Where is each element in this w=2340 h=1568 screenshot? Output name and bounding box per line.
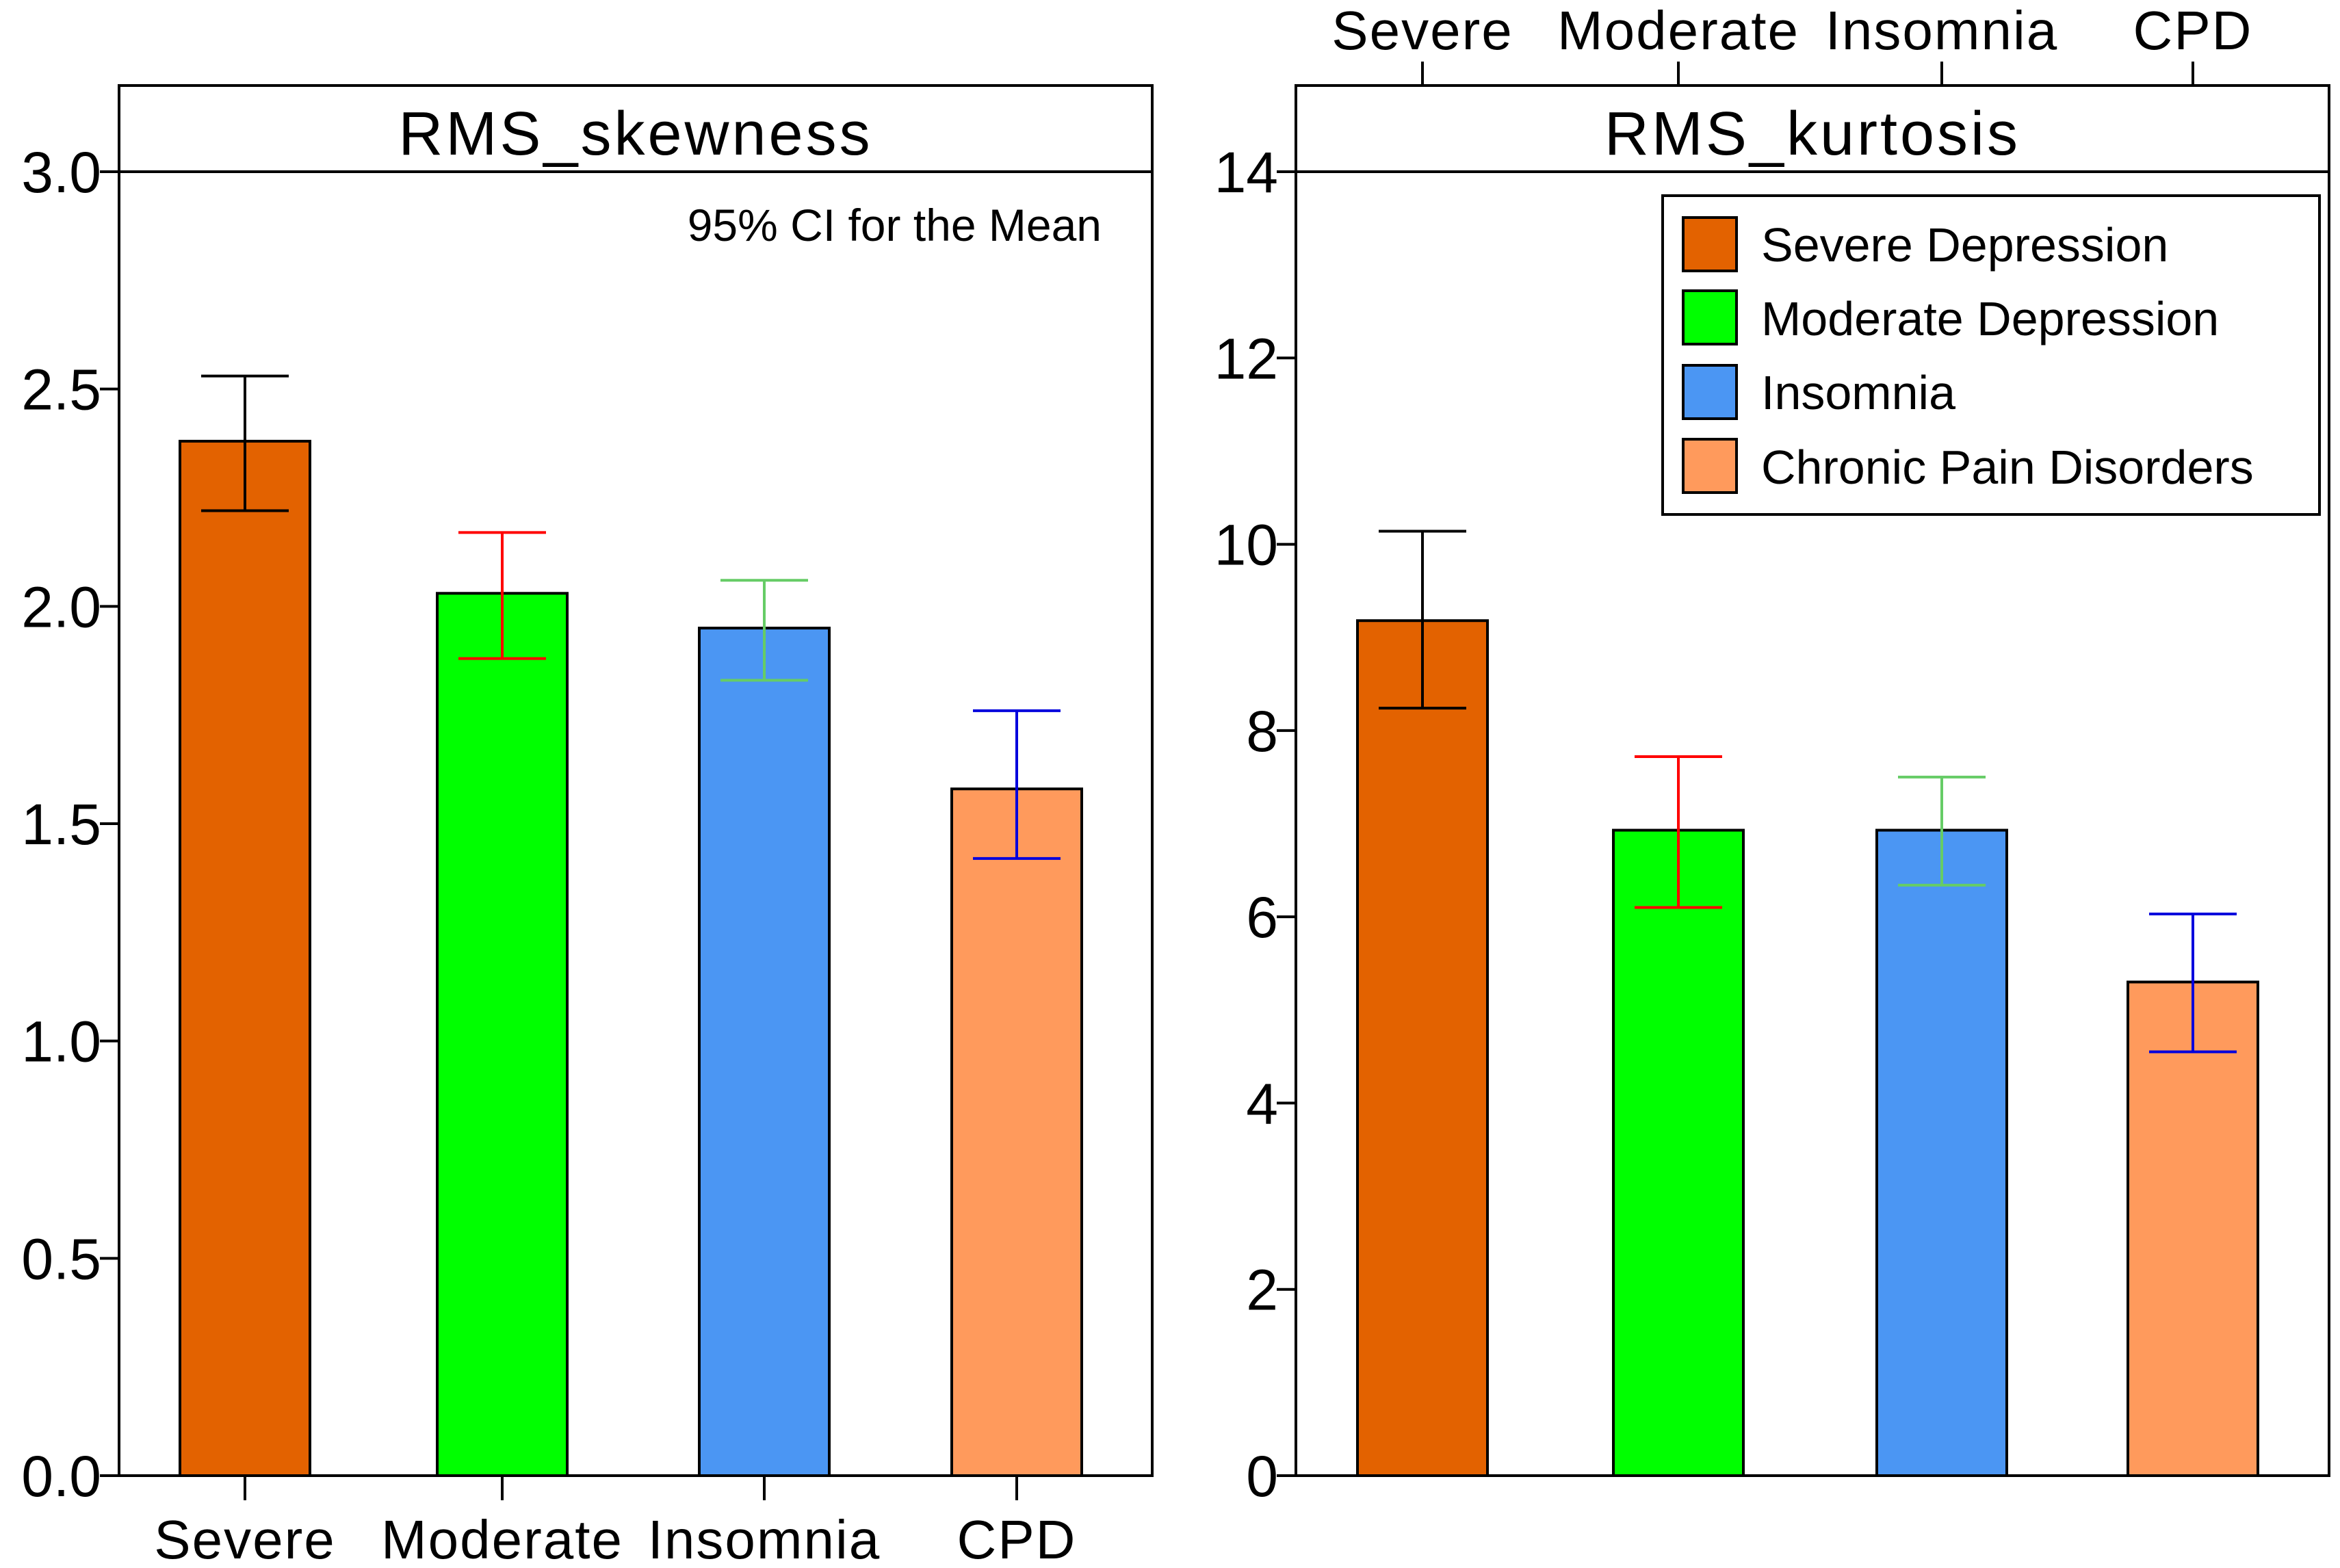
kurtosis-bar-severe <box>1356 619 1489 1477</box>
kurtosis-category-label: Insomnia <box>1825 0 2059 61</box>
kurtosis-category-label: Severe <box>1331 0 1513 61</box>
skewness-y-tick-label: 3.0 <box>21 140 101 205</box>
kurtosis-y-tick-label: 2 <box>1246 1258 1278 1322</box>
skewness-y-tick-label: 2.0 <box>21 575 101 639</box>
kurtosis-title: RMS_kurtosis <box>1604 100 2020 168</box>
skewness-title: RMS_skewness <box>398 100 872 168</box>
kurtosis-y-tick-label: 0 <box>1246 1444 1278 1508</box>
skewness-bar-insomnia <box>698 627 831 1477</box>
legend-swatch <box>1682 289 1738 345</box>
skewness-bar-moderate <box>436 592 569 1477</box>
kurtosis-bars <box>1356 530 2259 1477</box>
skewness-y-tick-label: 2.5 <box>21 358 101 422</box>
legend-swatch <box>1682 364 1738 420</box>
skewness-error-bar-moderate <box>458 531 546 660</box>
legend-swatch <box>1682 438 1738 494</box>
kurtosis-error-bar-severe <box>1379 530 1466 710</box>
kurtosis-category-label: Moderate <box>1557 0 1799 61</box>
kurtosis-y-tick-label: 4 <box>1246 1071 1278 1136</box>
legend-box <box>1661 194 2321 516</box>
kurtosis-y-tick-label: 8 <box>1246 699 1278 763</box>
kurtosis-y-tick-label: 6 <box>1246 885 1278 950</box>
kurtosis-error-bar-insomnia <box>1898 775 1986 887</box>
skewness-category-label: Insomnia <box>648 1509 881 1568</box>
skewness-error-bar-insomnia <box>720 579 808 682</box>
skewness-y-axis: 0.0 0.5 1.0 1.5 2.0 2.5 3.0 <box>21 140 119 1508</box>
legend-label: Insomnia <box>1761 366 1955 419</box>
skewness-y-tick-label: 0.0 <box>21 1444 101 1508</box>
skewness-y-tick-label: 1.5 <box>21 792 101 857</box>
legend-entry: Chronic Pain Disorders <box>1682 438 2254 494</box>
kurtosis-y-tick-label: 12 <box>1214 326 1278 391</box>
legend-entry: Severe Depression <box>1682 216 2168 272</box>
kurtosis-x-axis: Severe Moderate Insomnia CPD <box>1331 0 2253 86</box>
skewness-category-label: Moderate <box>381 1509 623 1568</box>
skewness-ci-annotation: 95% CI for the Mean <box>688 200 1102 250</box>
kurtosis-error-bar-cpd <box>2149 913 2237 1054</box>
legend: Severe Depression Moderate Depression In… <box>1661 194 2321 516</box>
skewness-bar-severe <box>179 439 311 1478</box>
kurtosis-error-bar-moderate <box>1635 755 1722 909</box>
skewness-x-axis: Severe Moderate Insomnia CPD <box>154 1476 1077 1568</box>
legend-entry: Moderate Depression <box>1682 289 2219 345</box>
kurtosis-panel: RMS_kurtosis 0 2 4 6 8 10 12 14 Severe Moderate… <box>1214 0 2330 1508</box>
skewness-category-label: CPD <box>957 1509 1077 1568</box>
kurtosis-bar-moderate <box>1612 828 1745 1477</box>
skewness-y-tick-label: 1.0 <box>21 1010 101 1074</box>
skewness-bar-cpd <box>950 787 1083 1477</box>
legend-label: Severe Depression <box>1761 218 2168 272</box>
skewness-y-tick-label: 0.5 <box>21 1227 101 1291</box>
skewness-panel: RMS_skewness 95% CI for the Mean 0.0 0.5 1… <box>21 84 1154 1568</box>
kurtosis-y-tick-label: 14 <box>1214 140 1278 205</box>
skewness-error-bar-severe <box>201 374 289 512</box>
kurtosis-bar-insomnia <box>1875 828 2008 1477</box>
legend-label: Chronic Pain Disorders <box>1761 441 2254 494</box>
legend-swatch <box>1682 216 1738 272</box>
skewness-error-bar-cpd <box>973 709 1061 860</box>
kurtosis-category-label: CPD <box>2133 0 2253 61</box>
kurtosis-bar-cpd <box>2127 980 2259 1477</box>
kurtosis-y-tick-label: 10 <box>1214 513 1278 577</box>
legend-label: Moderate Depression <box>1761 292 2219 345</box>
legend-entry: Insomnia <box>1682 364 1955 420</box>
skewness-plot-frame <box>118 84 1154 1477</box>
skewness-category-label: Severe <box>154 1509 335 1568</box>
skewness-bars <box>179 374 1083 1478</box>
kurtosis-y-axis: 0 2 4 6 8 10 12 14 <box>1214 140 1296 1508</box>
kurtosis-plot-frame <box>1295 84 2330 1477</box>
